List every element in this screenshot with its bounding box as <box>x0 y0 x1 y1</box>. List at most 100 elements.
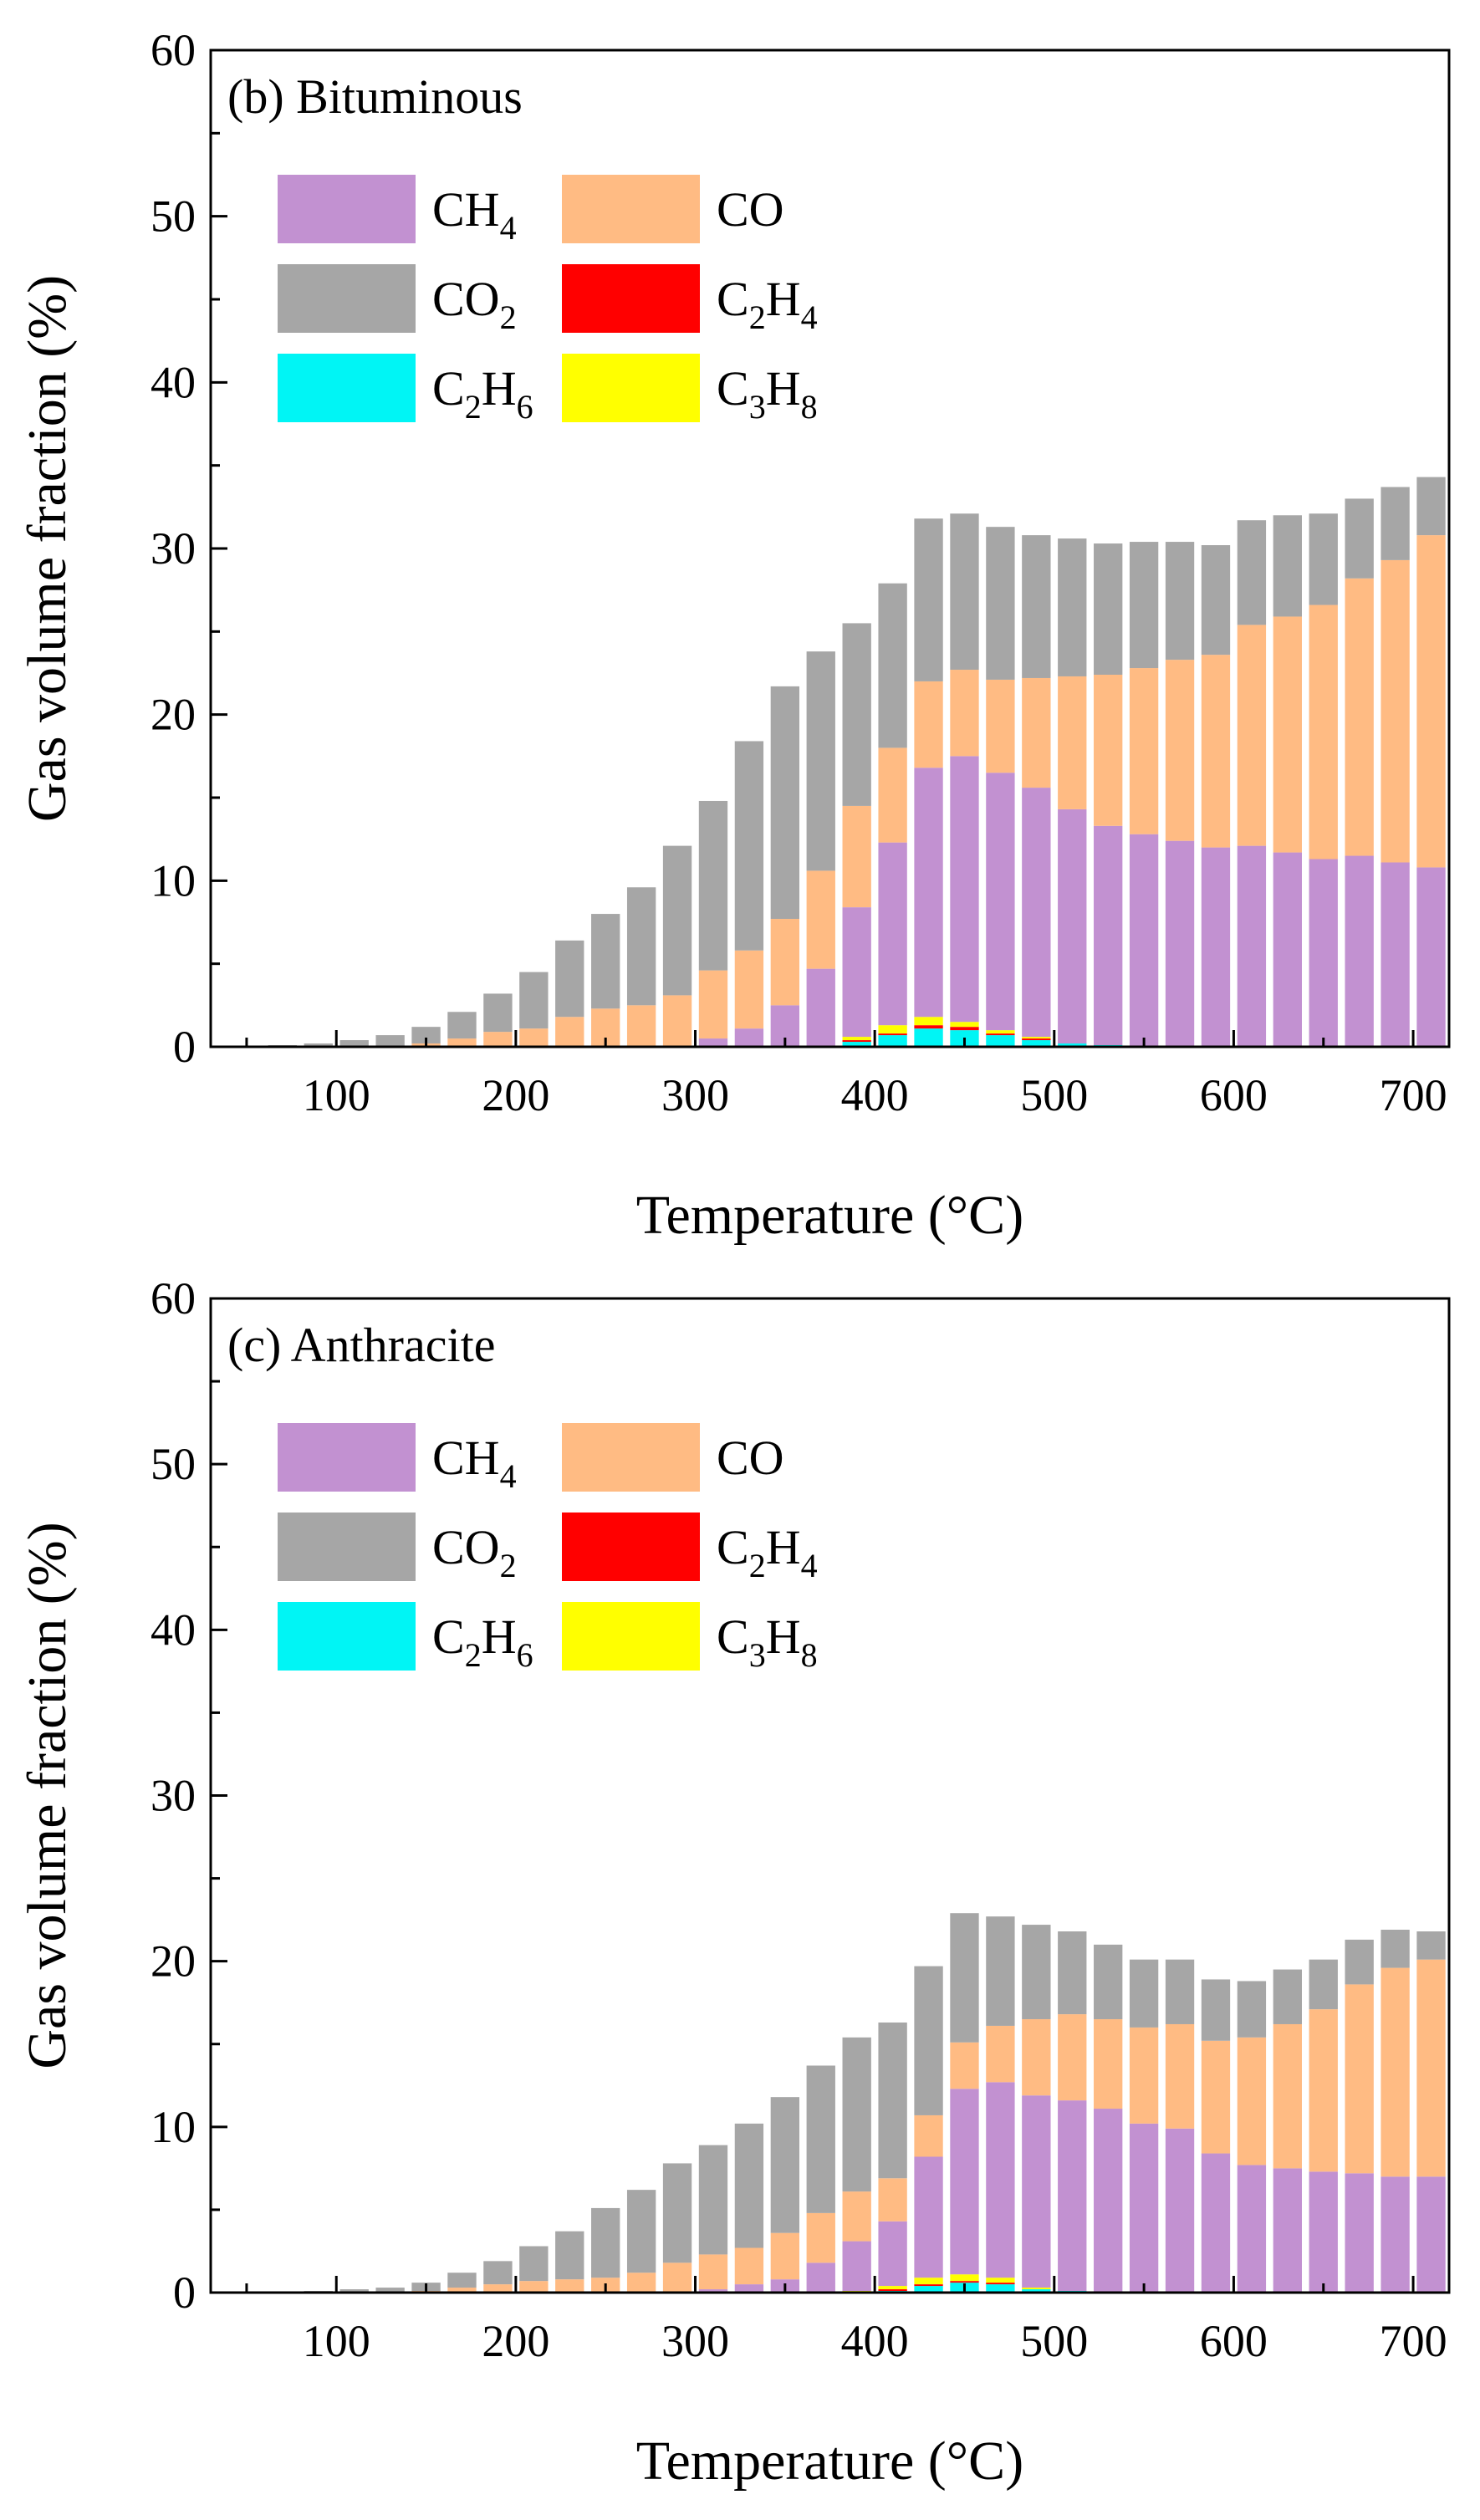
bar-c2h4-410 <box>878 1033 907 1036</box>
legend-swatch-co <box>562 175 700 243</box>
bar-c2h4-450 <box>950 2281 979 2283</box>
legend-swatch-c2h4 <box>562 264 700 333</box>
bar-co-390 <box>842 805 871 908</box>
bar-ch4-370 <box>806 2262 835 2293</box>
bar-c2h6-490 <box>1022 2289 1051 2293</box>
bar-c2h4-450 <box>950 1027 979 1031</box>
y-tick-label: 0 <box>173 1022 196 1072</box>
bar-co-690 <box>1380 559 1410 863</box>
bar-co2-350 <box>770 2097 800 2233</box>
y-tick-label: 40 <box>151 357 196 407</box>
bar-ch4-330 <box>734 1028 764 1047</box>
bar-co2-350 <box>770 686 800 920</box>
bar-ch4-450 <box>950 756 979 1023</box>
bar-co2-210 <box>519 2246 549 2282</box>
bar-co-310 <box>698 970 728 1039</box>
bar-co2-530 <box>1094 543 1123 675</box>
bar-co-310 <box>698 2254 728 2290</box>
y-tick-label: 60 <box>151 1273 196 1324</box>
bar-c3h8-490 <box>1022 1037 1051 1039</box>
bar-co-590 <box>1201 655 1231 848</box>
bar-co2-370 <box>806 2065 835 2213</box>
bar-ch4-370 <box>806 968 835 1047</box>
bar-ch4-630 <box>1273 2168 1302 2293</box>
bar-c2h6-510 <box>1058 1043 1087 1047</box>
bar-ch4-710 <box>1416 2176 1446 2293</box>
bar-co2-190 <box>483 2261 513 2285</box>
bar-co-470 <box>986 2025 1015 2083</box>
bar-co-650 <box>1309 2009 1338 2172</box>
y-tick-label: 30 <box>151 1771 196 1821</box>
bar-co2-290 <box>662 2163 692 2263</box>
bar-co-530 <box>1094 2019 1123 2109</box>
x-tick-label: 600 <box>1200 1070 1268 1120</box>
x-tick-label: 400 <box>841 1070 909 1120</box>
bars <box>268 1913 1446 2293</box>
bar-co2-290 <box>662 845 692 996</box>
bar-ch4-490 <box>1022 2095 1051 2288</box>
bar-co2-110 <box>339 2289 369 2293</box>
bar-co-450 <box>950 670 979 757</box>
bar-ch4-430 <box>914 768 943 1018</box>
bar-co-650 <box>1309 604 1338 860</box>
bar-co2-270 <box>626 2190 656 2273</box>
bar-ch4-590 <box>1201 2153 1231 2293</box>
bar-co2-630 <box>1273 515 1302 617</box>
bar-co-170 <box>447 1038 477 1047</box>
bar-co-670 <box>1345 578 1374 856</box>
bar-co-290 <box>662 995 692 1047</box>
bar-ch4-450 <box>950 2089 979 2275</box>
legend-label-ch4: CH4 <box>432 182 517 247</box>
legend-label-c2h4: C2H4 <box>717 1520 818 1584</box>
y-axis-title: Gas volume fraction (%) <box>17 275 78 822</box>
bar-c3h8-450 <box>950 1022 979 1028</box>
bar-co-190 <box>483 1032 513 1047</box>
bar-co2-650 <box>1309 1959 1338 2010</box>
bar-co2-470 <box>986 527 1015 680</box>
bar-ch4-670 <box>1345 855 1374 1047</box>
bar-co-550 <box>1129 668 1159 834</box>
legend-label-c3h8: C3H8 <box>717 1609 818 1674</box>
bar-co-390 <box>842 2191 871 2242</box>
bar-co2-390 <box>842 623 871 806</box>
bar-ch4-710 <box>1416 867 1446 1047</box>
bar-ch4-510 <box>1058 2100 1087 2292</box>
legend-label-co: CO <box>717 1431 784 1485</box>
bar-co-210 <box>519 1028 549 1047</box>
bar-ch4-330 <box>734 2284 764 2293</box>
bar-ch4-530 <box>1094 825 1123 1046</box>
bar-c2h4-430 <box>914 1025 943 1029</box>
bar-co-430 <box>914 681 943 768</box>
panel-title: (b) Bituminous <box>227 69 523 124</box>
bar-co-530 <box>1094 674 1123 826</box>
x-axis-title: Temperature (°C) <box>636 1185 1023 1246</box>
bar-co-630 <box>1273 2023 1302 2169</box>
x-tick-label: 300 <box>661 1070 729 1120</box>
bar-ch4-570 <box>1165 2128 1195 2293</box>
bar-co-370 <box>806 2212 835 2263</box>
bar-ch4-590 <box>1201 847 1231 1047</box>
bar-c3h8-430 <box>914 2278 943 2285</box>
bar-co2-650 <box>1309 513 1338 605</box>
bar-co2-570 <box>1165 1959 1195 2024</box>
bar-c2h6-490 <box>1022 1040 1051 1047</box>
bar-c2h6-430 <box>914 1028 943 1047</box>
bar-co2-590 <box>1201 1979 1231 2041</box>
bar-ch4-510 <box>1058 809 1087 1044</box>
y-tick-label: 30 <box>151 523 196 574</box>
bar-ch4-430 <box>914 2156 943 2278</box>
bar-c3h8-410 <box>878 1025 907 1034</box>
bar-co2-110 <box>339 1040 369 1047</box>
bar-c2h4-430 <box>914 2284 943 2287</box>
legend-swatch-c3h8 <box>562 354 700 422</box>
bar-co2-470 <box>986 1916 1015 2026</box>
legend: CH4 CO CO2 C2H4 C2H6 C3H8 <box>278 175 818 426</box>
bar-co-350 <box>770 919 800 1006</box>
bar-co-190 <box>483 2284 513 2293</box>
bar-co2-410 <box>878 2022 907 2179</box>
bar-co2-210 <box>519 972 549 1029</box>
legend-swatch-c2h4 <box>562 1513 700 1581</box>
panel-anthracite: 0 10 20 30 40 50 60 100 200 300 400 500 600 700 Temper… <box>17 1273 1451 2492</box>
bar-ch4-570 <box>1165 840 1195 1047</box>
bar-c3h8-390 <box>842 1037 871 1041</box>
